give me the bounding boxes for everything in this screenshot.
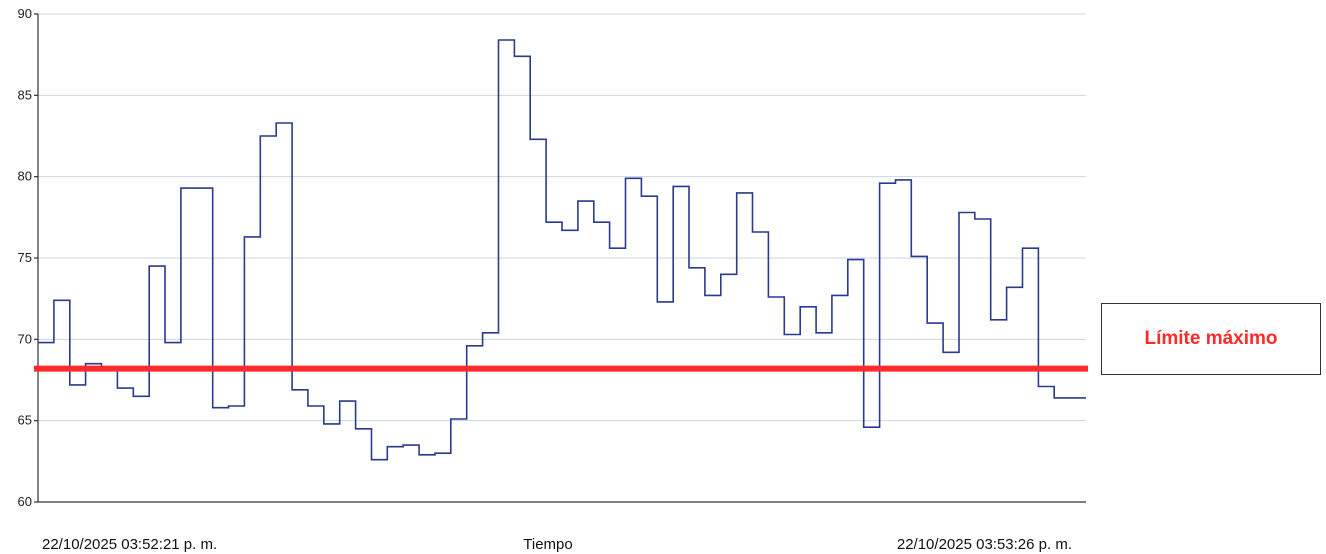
series-line [38,39,1086,461]
legend: Límite máximo [1101,303,1321,375]
x-start-label: 22/10/2025 03:52:21 p. m. [42,536,217,553]
y-tick-label: 70 [18,331,32,346]
y-tick-label: 90 [18,6,32,21]
grid [38,13,1086,422]
legend-label: Límite máximo [1144,328,1278,349]
series-group [38,39,1086,461]
x-end-label: 22/10/2025 03:53:26 p. m. [897,536,1072,553]
y-tick-label: 60 [18,494,32,509]
y-tick-label: 80 [18,169,32,184]
y-tick-label: 65 [18,413,32,428]
y-tick-label: 85 [18,87,32,102]
y-tick-label: 75 [18,250,32,265]
x-axis-label: Tiempo [523,536,572,553]
y-tick-labels: 60 65 70 75 80 85 90 [18,6,38,509]
